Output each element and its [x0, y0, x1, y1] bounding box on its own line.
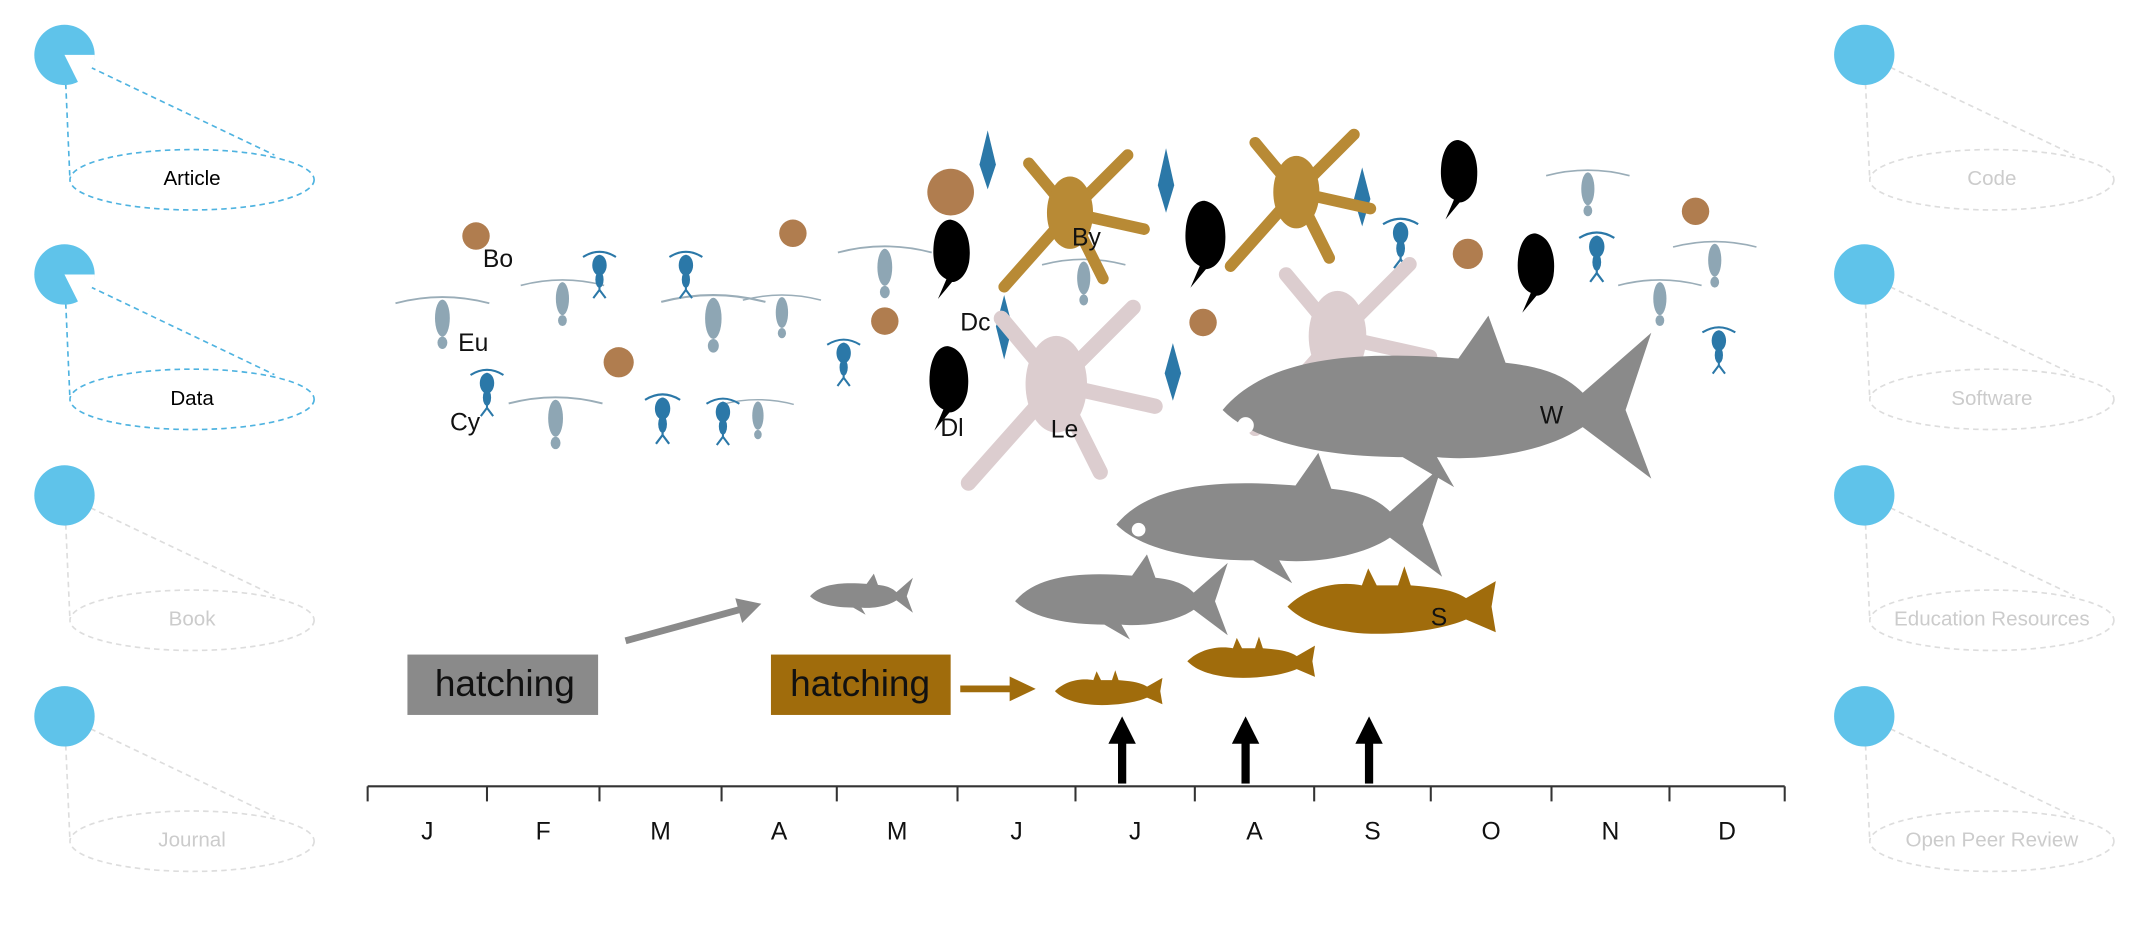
nav-item[interactable]: Book: [34, 465, 315, 652]
nav-ellipse: [1868, 589, 2115, 652]
nav-label: Book: [169, 608, 217, 631]
hatching-label: hatching: [790, 662, 930, 704]
nav-item[interactable]: Journal: [34, 686, 315, 873]
organism-label: Le: [1051, 416, 1078, 443]
month-label: O: [1482, 818, 1501, 845]
nav-ellipse: [1868, 368, 2115, 431]
organism-label: Dc: [960, 309, 990, 336]
nav-ellipse: [69, 368, 315, 431]
nav-ellipse: [69, 810, 315, 873]
nav-ellipse: [1868, 148, 2115, 211]
nav-label: Code: [1967, 167, 2016, 190]
organism-label: Bo: [483, 246, 513, 273]
nav-dot-cut: [64, 54, 95, 83]
month-label: F: [536, 818, 551, 845]
month-label: D: [1718, 818, 1736, 845]
nav-item[interactable]: Software: [1834, 244, 2115, 431]
organism-label: Eu: [458, 330, 488, 357]
nav-ellipse: [1868, 810, 2115, 873]
month-label: M: [887, 818, 908, 845]
nav-dot: [1834, 24, 1895, 86]
organism-label: By: [1072, 224, 1101, 251]
arrow: [624, 598, 1383, 784]
nav-dot: [34, 686, 95, 747]
month-label: J: [421, 818, 433, 845]
organism-label: S: [1431, 604, 1447, 631]
hatching-box: [770, 654, 951, 715]
month-label: J: [1010, 818, 1022, 845]
nav-dot: [34, 465, 95, 526]
nav-label: Software: [1951, 387, 2032, 410]
organism-label: W: [1540, 403, 1564, 430]
month-label: S: [1364, 818, 1380, 845]
organism-label: Cy: [450, 410, 481, 437]
nav-label: Education Resources: [1894, 608, 2090, 631]
nav-dot-cut: [64, 274, 95, 302]
hatching-box: [407, 654, 599, 715]
month-label: A: [1246, 818, 1263, 845]
month-label: J: [1129, 818, 1141, 845]
nav-label: Data: [170, 387, 214, 410]
nav-dot: [1834, 244, 1895, 305]
nav-item[interactable]: Article: [34, 24, 315, 211]
nav-ellipse: [69, 148, 315, 211]
organism-label: Dl: [940, 415, 963, 442]
nav-label: Journal: [158, 829, 225, 852]
nav-dot: [1834, 465, 1895, 526]
nav-dot: [1834, 686, 1895, 747]
nav-label: Article: [163, 167, 220, 190]
month-label: A: [771, 818, 788, 845]
nav-label: Open Peer Review: [1906, 829, 2079, 852]
month-label: M: [650, 818, 671, 845]
nav-item[interactable]: Code: [1834, 24, 2115, 211]
nav-item[interactable]: Open Peer Review: [1834, 686, 2115, 873]
nav-item[interactable]: Education Resources: [1834, 465, 2115, 652]
fish: [810, 315, 1652, 706]
hatching-label: hatching: [435, 662, 575, 704]
nav-ellipse: [69, 589, 315, 652]
nav: Article Data Book Journal Code Software Educat…: [34, 24, 2115, 873]
month-label: N: [1602, 818, 1620, 845]
plankton: [394, 130, 1758, 483]
nav-item[interactable]: Data: [34, 244, 315, 431]
